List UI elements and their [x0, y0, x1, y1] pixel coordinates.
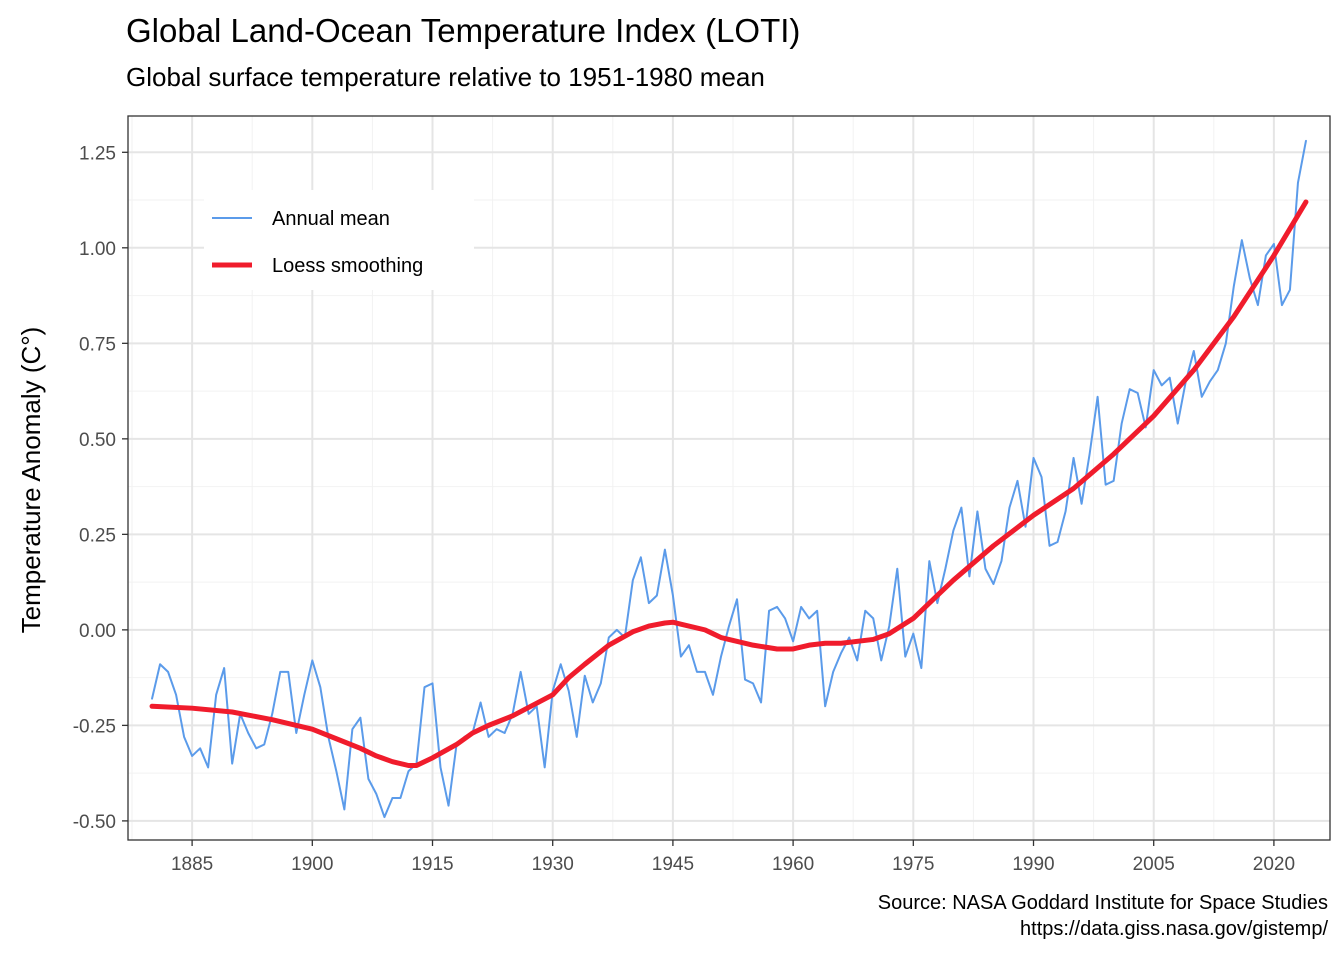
y-tick-label: 0.50 [79, 430, 116, 451]
x-tick-label: 1900 [291, 854, 333, 875]
x-tick-label: 2020 [1253, 854, 1295, 875]
panel-border [127, 115, 1331, 841]
x-tick-label: 1960 [772, 854, 814, 875]
y-tick-label: 0.25 [79, 525, 116, 546]
x-tick-label: 1945 [652, 854, 694, 875]
y-axis-title: Temperature Anomaly (C°) [16, 327, 46, 634]
y-tick-label: 0.00 [79, 621, 116, 642]
loess-smoothing-line [149, 199, 1309, 768]
x-tick-label: 1975 [892, 854, 934, 875]
source-caption: Source: NASA Goddard Institute for Space… [877, 892, 1328, 914]
annual-mean-line [151, 139, 1307, 819]
x-axis: 1885 1900 1915 1930 1945 1960 1975 1990 2005 2020 [171, 840, 1295, 875]
y-tick-label: 1.00 [79, 239, 116, 260]
chart-subtitle: Global surface temperature relative to 1… [126, 62, 765, 92]
x-tick-label: 1915 [411, 854, 453, 875]
y-tick-label: -0.25 [73, 716, 116, 737]
source-url: https://data.giss.nasa.gov/gistemp/ [1020, 918, 1328, 940]
x-tick-label: 1990 [1012, 854, 1054, 875]
minor-gridlines [128, 116, 1330, 840]
x-tick-label: 2005 [1133, 854, 1175, 875]
legend-label-annual-mean: Annual mean [272, 208, 390, 230]
y-tick-label: 0.75 [79, 334, 116, 355]
x-tick-label: 1930 [532, 854, 574, 875]
y-tick-label: 1.25 [79, 143, 116, 164]
legend-background [204, 190, 474, 290]
y-tick-label: -0.50 [73, 812, 116, 833]
legend: Annual mean Loess smoothing [204, 190, 474, 290]
chart-title: Global Land-Ocean Temperature Index (LOT… [126, 12, 801, 49]
legend-label-loess-smoothing: Loess smoothing [272, 255, 423, 277]
y-axis: -0.50 -0.25 0.00 0.25 0.50 0.75 1.00 1.25 [73, 143, 128, 833]
x-tick-label: 1885 [171, 854, 213, 875]
series-layer [149, 139, 1309, 819]
